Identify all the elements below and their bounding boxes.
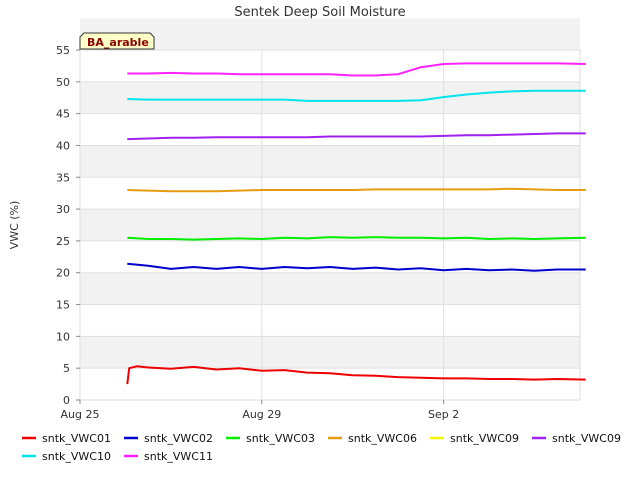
x-tick-label: Aug 25: [61, 408, 100, 421]
plot-band: [80, 18, 580, 50]
series-lines: [126, 62, 586, 385]
series-line-sntk_vwc02: [127, 262, 586, 272]
legend-item: sntk_VWC09: [532, 432, 621, 445]
plot-bands: [80, 18, 580, 369]
legend-item: sntk_VWC06: [328, 432, 417, 445]
y-tick-label: 0: [63, 394, 70, 407]
y-axis-label: VWC (%): [8, 201, 21, 250]
site-label-box: BA_arable: [79, 32, 155, 50]
series-line-sntk_vwc10: [127, 89, 586, 102]
legend-item: sntk_VWC09: [430, 432, 519, 445]
y-tick-label: 5: [63, 362, 70, 375]
series-line-sntk_vwc01: [126, 365, 586, 385]
legend-item: sntk_VWC11: [124, 450, 213, 463]
x-tick-label: Sep 2: [428, 408, 459, 421]
legend-label: sntk_VWC09: [450, 432, 519, 445]
series-line-sntk_vwc03: [127, 236, 586, 241]
x-axis-ticks: Aug 25 Aug 29 Sep 2: [61, 400, 459, 421]
plot-band: [80, 336, 580, 369]
y-tick-label: 15: [56, 299, 70, 312]
legend-label: sntk_VWC06: [348, 432, 417, 445]
series-line-sntk_vwc11: [127, 62, 586, 77]
gridlines: [79, 49, 580, 401]
y-tick-label: 45: [56, 108, 70, 121]
plot-band: [80, 209, 580, 241]
chart-title: Sentek Deep Soil Moisture: [234, 5, 405, 20]
legend-item: sntk_VWC02: [124, 432, 213, 445]
y-tick-label: 35: [56, 171, 70, 184]
y-axis-ticks: 0 5 10 15 20 25 30 35 40 45 50 55: [56, 44, 80, 407]
legend-item: sntk_VWC01: [22, 432, 111, 445]
y-tick-label: 40: [56, 139, 70, 152]
legend-item: sntk_VWC03: [226, 432, 315, 445]
y-tick-label: 25: [56, 235, 70, 248]
plot-band: [80, 81, 580, 114]
x-tick-label: Aug 29: [242, 408, 281, 421]
legend: sntk_VWC01 sntk_VWC02 sntk_VWC03 sntk_VWC06…: [22, 432, 621, 463]
y-tick-label: 30: [56, 203, 70, 216]
series-line-sntk_vwc06: [127, 187, 586, 193]
legend-label: sntk_VWC11: [144, 450, 213, 463]
legend-label: sntk_VWC09: [552, 432, 621, 445]
legend-label: sntk_VWC01: [42, 432, 111, 445]
y-tick-label: 50: [56, 76, 70, 89]
y-tick-label: 20: [56, 267, 70, 280]
legend-label: sntk_VWC10: [42, 450, 111, 463]
plot-frame: [79, 49, 581, 401]
legend-label: sntk_VWC02: [144, 432, 213, 445]
y-tick-label: 55: [56, 44, 70, 57]
site-label-background: [79, 32, 155, 50]
y-tick-label: 10: [56, 330, 70, 343]
legend-item: sntk_VWC10: [22, 450, 111, 463]
plot-band: [80, 272, 580, 305]
series-line-sntk_vwc09: [127, 132, 586, 141]
site-label: BA_arable: [87, 36, 149, 49]
legend-label: sntk_VWC03: [246, 432, 315, 445]
plot-band: [80, 145, 580, 178]
